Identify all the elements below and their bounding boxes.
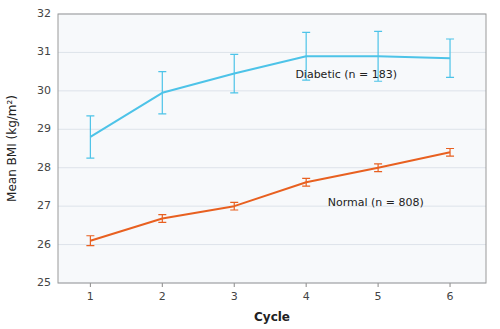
x-axis-label: Cycle xyxy=(254,310,290,324)
annotation: Diabetic (n = 183) xyxy=(295,68,397,81)
y-tick-label: 27 xyxy=(37,199,51,212)
y-axis-label: Mean BMI (kg/m²) xyxy=(5,95,19,202)
grid-line xyxy=(58,52,486,53)
grid-line xyxy=(58,167,486,168)
x-tick-label: 2 xyxy=(159,290,166,303)
x-tick xyxy=(234,283,235,287)
series-line xyxy=(90,56,450,137)
chart-svg: 25 26 27 28 29 30 31 32 1 2 3 4 5 6 Cycle Mean BMI (kg/… xyxy=(0,0,500,329)
y-tick-label: 30 xyxy=(37,84,51,97)
x-tick-label: 3 xyxy=(231,290,238,303)
x-tick-label: 4 xyxy=(303,290,310,303)
x-tick-label: 1 xyxy=(87,290,94,303)
x-tick-label: 6 xyxy=(447,290,454,303)
series xyxy=(86,31,454,158)
chart-container: 25 26 27 28 29 30 31 32 1 2 3 4 5 6 Cycle Mean BMI (kg/… xyxy=(0,0,500,329)
x-tick-label: 5 xyxy=(375,290,382,303)
annotation: Normal (n = 808) xyxy=(328,196,424,209)
x-tick xyxy=(162,283,163,287)
x-tick xyxy=(90,283,91,287)
grid xyxy=(58,14,486,283)
axes: 25 26 27 28 29 30 31 32 1 2 3 4 5 6 xyxy=(37,7,454,303)
x-tick xyxy=(378,283,379,287)
grid-line xyxy=(58,244,486,245)
plot-frame xyxy=(58,14,486,283)
x-tick xyxy=(450,283,451,287)
grid-line xyxy=(58,90,486,91)
annotations: Diabetic (n = 183) Normal (n = 808) xyxy=(295,68,423,209)
y-tick-label: 31 xyxy=(37,45,51,58)
y-tick-label: 32 xyxy=(37,7,51,20)
y-tick-label: 25 xyxy=(37,276,51,289)
y-tick-label: 29 xyxy=(37,122,51,135)
y-tick-label: 28 xyxy=(37,161,51,174)
grid-line xyxy=(58,129,486,130)
series xyxy=(86,149,454,246)
y-tick-label: 26 xyxy=(37,238,51,251)
data-group xyxy=(86,31,454,245)
series-line xyxy=(90,152,450,240)
plot-background xyxy=(58,14,486,283)
x-tick xyxy=(306,283,307,287)
